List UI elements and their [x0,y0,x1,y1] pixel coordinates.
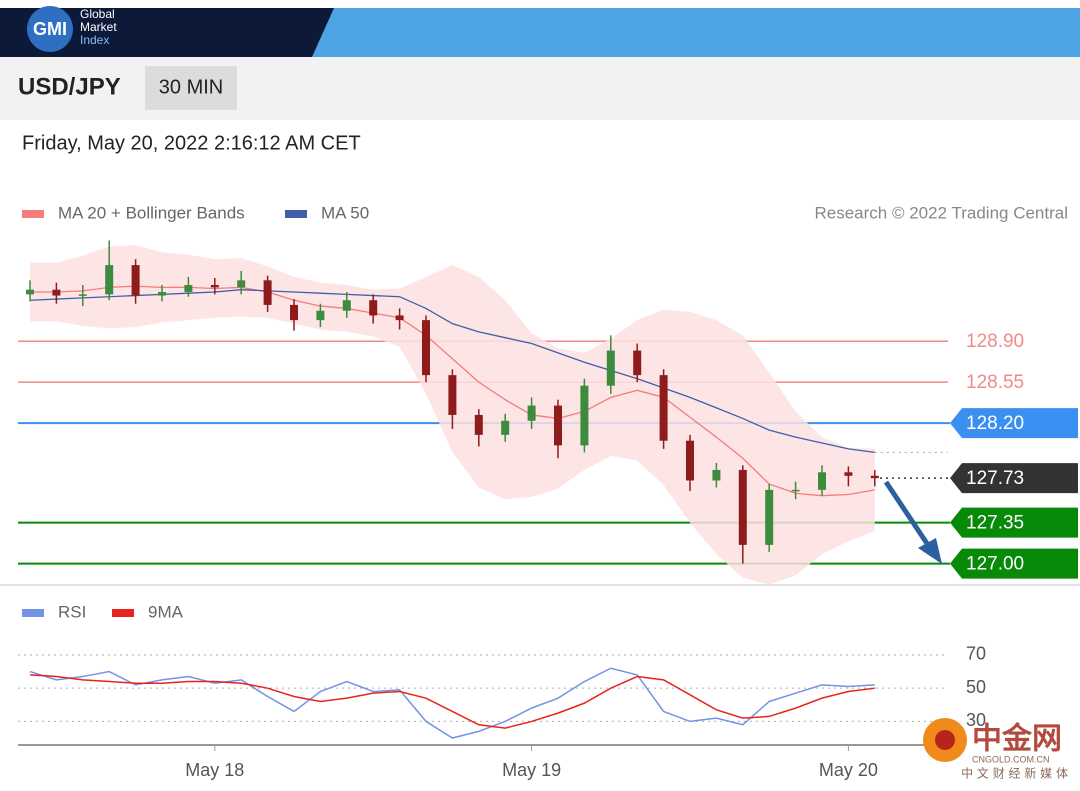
level-label: 128.55 [966,372,1024,393]
moving-average [29,289,875,454]
price-panel: MA 20 + Bollinger Bands MA 50 128.90 128.55… [18,203,1078,585]
forecast-arrowhead [918,538,942,564]
candle-body [527,405,536,421]
logo-badge[interactable] [27,6,73,52]
legend-swatch [22,210,44,218]
legend-label: RSI [58,602,86,621]
candle-body [210,285,219,288]
symbol: USD/JPY [18,73,121,100]
watermark-logo-inner [935,730,955,750]
candle-body [78,294,87,296]
x-tick-label: May 19 [502,760,561,780]
candle-body [290,304,298,321]
candle-body [606,350,615,386]
candle-body [844,472,853,476]
candle-body [131,265,140,296]
candle-body [448,375,457,415]
brand-line: Global [80,7,115,21]
x-tick-label: May 18 [185,760,244,780]
candle-body [316,310,325,321]
y-tick-label: 30 [966,710,986,730]
candle-body [158,292,166,296]
candle-body [633,350,642,376]
candle-body [26,289,34,295]
candle-body [554,405,562,446]
candle-body [105,265,114,295]
level-tag [950,507,1078,538]
candle-body [263,280,272,305]
legend-label: 9MA [148,602,184,621]
y-tick-label: 50 [966,677,986,697]
level-label: 127.73 [966,468,1024,489]
moving-average [30,285,875,497]
level-tag [950,463,1078,494]
forecast-arrow [883,480,933,550]
watermark-slogan: 中 文 财 经 新 媒 体 [961,766,1068,781]
candle-body [870,475,879,479]
timestamp: Friday, May 20, 2022 2:16:12 AM CET [22,132,361,154]
candle-body [422,320,430,376]
candle-body [369,300,378,316]
candle-body [474,414,483,435]
candle-body [342,300,351,311]
series-line [29,667,875,739]
candle-body [686,440,694,481]
candle-body [395,315,404,321]
legend-label: MA 50 [321,203,369,222]
candle-body [501,420,510,435]
rsi-panel: RSI 9MA 30 50 70 May 18 May 19 May 20 [18,602,986,780]
copyright: Research © 2022 Trading Central [815,203,1069,222]
timeframe[interactable]: 30 MIN [159,76,223,98]
level-label: 128.20 [966,413,1024,434]
level-label: 128.90 [966,331,1024,352]
candle-body [52,289,61,296]
candle-body [791,489,800,492]
x-tick-label: May 20 [819,760,878,780]
legend-swatch [285,210,307,218]
level-label: 127.00 [966,554,1024,575]
timeframe-button[interactable] [145,66,237,110]
level-tag [950,408,1078,439]
candle-body [712,469,721,481]
candle-body [237,280,246,288]
candle-body [580,385,589,446]
legend-swatch [22,609,44,617]
candle-body [184,285,193,293]
brand-line: Index [80,33,109,47]
candle-body [738,469,747,545]
level-tag [950,548,1078,579]
brand-line: Market [80,20,117,34]
header-brand-area [0,8,334,57]
watermark-name: 中金网 [972,722,1062,757]
candle-body [659,375,668,441]
watermark-site: CNGOLD.COM.CN [972,754,1050,764]
candle-body [765,489,774,545]
logo[interactable]: GMI [33,19,67,39]
candle-body [818,472,826,490]
legend-swatch [112,609,134,617]
y-tick-label: 70 [966,644,986,664]
series-line [29,674,875,729]
legend-label: MA 20 + Bollinger Bands [58,203,245,222]
level-label: 127.35 [966,513,1024,534]
